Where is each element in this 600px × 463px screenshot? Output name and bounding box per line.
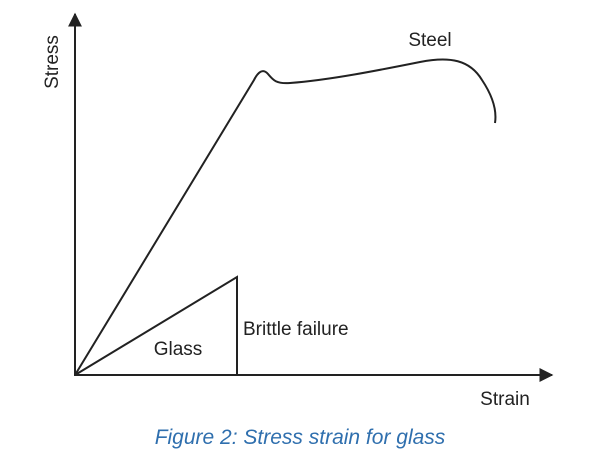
caption: Figure 2: Stress strain for glass	[155, 426, 446, 449]
glass-label: Glass	[154, 339, 203, 360]
x-axis-label: Strain	[480, 389, 530, 410]
steel-curve	[74, 58, 497, 376]
y-axis-label: Stress	[42, 35, 63, 89]
steel-label: Steel	[408, 30, 451, 51]
glass-curve	[74, 275, 238, 376]
failure-label: Brittle failure	[243, 319, 349, 340]
